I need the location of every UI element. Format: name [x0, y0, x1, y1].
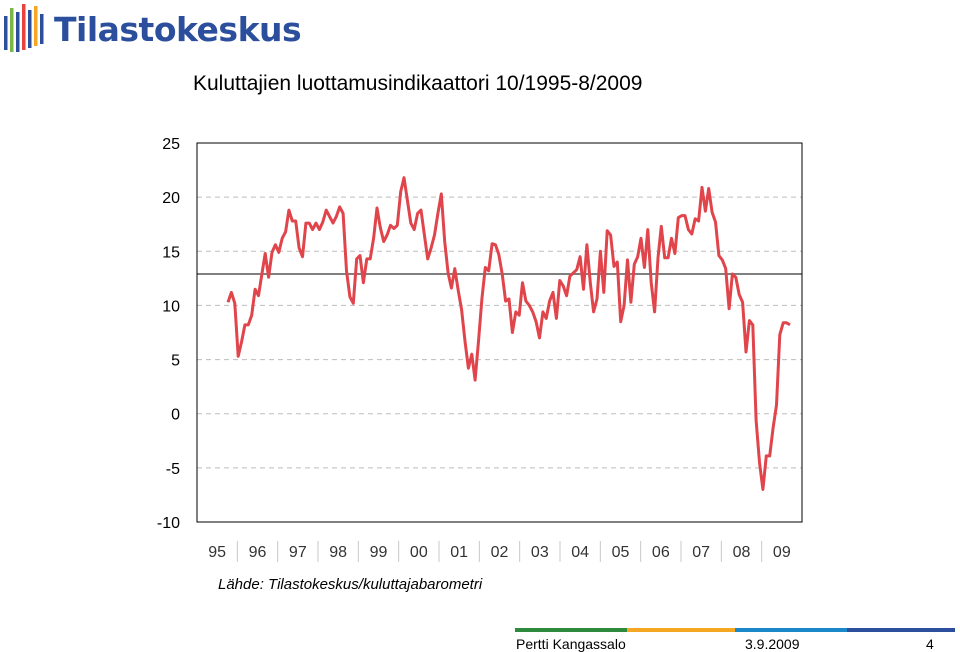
footer-bar-blue — [847, 628, 955, 632]
y-tick-label: 5 — [171, 353, 180, 370]
tilastokeskus-logo: Tilastokeskus — [0, 0, 302, 60]
y-tick-label: -5 — [166, 461, 180, 478]
source-note: Lähde: Tilastokeskus/kuluttajabarometri — [218, 576, 483, 593]
x-axis: 95 96 97 98 99 00 01 02 03 04 05 06 07 08 09 — [208, 541, 791, 562]
y-tick-label: 15 — [162, 244, 180, 261]
logo-text: Tilastokeskus — [54, 10, 302, 49]
footer-page-number: 4 — [926, 636, 934, 652]
series-line — [226, 176, 791, 491]
x-tick-label: 00 — [410, 544, 428, 561]
y-tick-label: 10 — [162, 298, 180, 315]
x-tick-label: 09 — [773, 544, 791, 561]
x-tick-label: 96 — [249, 544, 267, 561]
x-tick-label: 95 — [208, 544, 226, 561]
y-tick-label: 0 — [171, 407, 180, 424]
plot-area — [196, 142, 803, 523]
x-tick-label: 06 — [652, 544, 670, 561]
x-tick-label: 98 — [329, 544, 347, 561]
y-tick-label: -10 — [157, 515, 180, 532]
x-tick-label: 03 — [531, 544, 549, 561]
footer-date: 3.9.2009 — [745, 636, 800, 652]
y-tick-label: 25 — [162, 136, 180, 153]
x-tick-label: 07 — [692, 544, 710, 561]
footer-bar-lightblue — [735, 628, 847, 632]
x-tick-label: 97 — [289, 544, 307, 561]
footer-author: Pertti Kangassalo — [516, 636, 626, 652]
x-tick-label: 01 — [450, 544, 468, 561]
logo-bars-icon — [4, 4, 44, 52]
x-tick-label: 02 — [491, 544, 509, 561]
gridlines — [197, 196, 802, 469]
x-tick-label: 04 — [571, 544, 589, 561]
footer-bar-yellow — [627, 628, 735, 632]
footer-bar-green — [515, 628, 627, 632]
x-tick-label: 99 — [370, 544, 388, 561]
x-tick-label: 05 — [612, 544, 630, 561]
y-axis: 25 20 15 10 5 0 -5 -10 — [157, 136, 180, 532]
chart-title: Kuluttajien luottamusindikaattori 10/199… — [193, 72, 643, 95]
y-tick-label: 20 — [162, 190, 180, 207]
x-tick-label: 08 — [733, 544, 751, 561]
